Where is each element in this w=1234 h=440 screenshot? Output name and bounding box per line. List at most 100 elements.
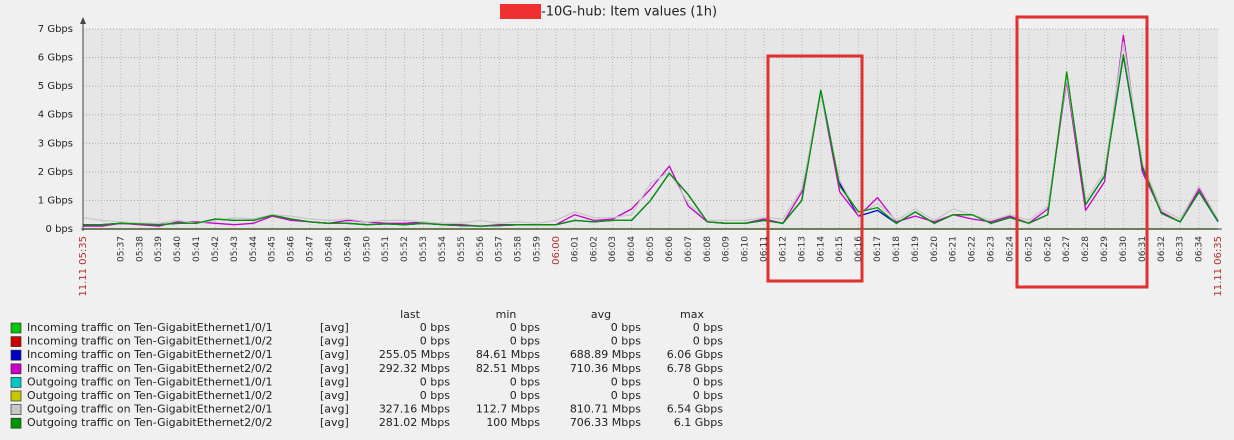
- series-line: [83, 54, 1219, 227]
- legend-stat: 6.54 Gbps: [667, 403, 723, 416]
- x-tick-label: 05:46: [287, 236, 297, 262]
- x-tick-label: 05:53: [419, 236, 429, 262]
- legend-label: Incoming traffic on Ten-GigabitEthernet1…: [27, 335, 273, 348]
- x-tick-label: 06:17: [873, 236, 883, 262]
- legend-stat: 0 bps: [420, 389, 450, 402]
- highlight-box: [1015, 15, 1149, 289]
- x-tick-label: 05:43: [230, 236, 240, 262]
- x-tick-label: 05:39: [154, 236, 164, 262]
- legend-stat: 710.36 Mbps: [570, 362, 641, 375]
- legend-stat: 6.06 Gbps: [667, 348, 723, 361]
- legend-swatch: [10, 417, 22, 429]
- legend-stat: 0 bps: [693, 375, 723, 388]
- x-tick-label: 06:08: [703, 236, 713, 262]
- x-tick-label: 05:52: [400, 236, 410, 262]
- x-tick-label: 05:44: [249, 236, 259, 262]
- x-tick-label: 06:30: [1119, 236, 1129, 262]
- legend-stat: 112.7 Mbps: [476, 403, 540, 416]
- legend-func: [avg]: [320, 335, 349, 348]
- legend-func: [avg]: [320, 362, 349, 375]
- x-tick-label: 05:57: [495, 236, 505, 262]
- legend-label: Outgoing traffic on Ten-GigabitEthernet2…: [27, 416, 273, 429]
- x-tick-label: 06:23: [987, 236, 997, 262]
- legend-stat: 0 bps: [510, 335, 540, 348]
- y-tick-label: 7 Gbps: [38, 24, 73, 35]
- x-tick-label: 05:45: [268, 236, 278, 262]
- legend-func: [avg]: [320, 348, 349, 361]
- x-tick-label: 05:50: [362, 236, 372, 262]
- x-tick-label: 06:33: [1176, 236, 1186, 262]
- x-tick-label: 06:25: [1024, 236, 1034, 262]
- x-tick-label: 06:00: [551, 236, 562, 265]
- x-tick-label: 05:58: [514, 236, 524, 262]
- y-tick-label: 4 Gbps: [38, 110, 73, 121]
- x-tick-label: 05:51: [381, 236, 391, 262]
- x-tick-label: 06:05: [646, 236, 656, 262]
- legend-stat: 0 bps: [693, 321, 723, 334]
- x-tick-label: 05:48: [324, 236, 334, 262]
- legend-stat: 327.16 Mbps: [379, 403, 450, 416]
- x-tick-label: 05:47: [306, 236, 316, 262]
- x-tick-label: 11.11 06:35: [1213, 236, 1224, 297]
- x-tick-label: 06:29: [1100, 236, 1110, 262]
- legend-stat: 0 bps: [510, 389, 540, 402]
- y-tick-label: 0 bps: [46, 224, 73, 235]
- legend-stat: 688.89 Mbps: [570, 348, 641, 361]
- x-tick-label: 06:01: [570, 236, 580, 262]
- x-tick-label: 06:13: [797, 236, 807, 262]
- x-tick-label: 06:06: [665, 236, 675, 262]
- x-tick-label: 06:04: [627, 236, 637, 262]
- legend-header: last: [400, 308, 421, 321]
- x-tick-label: 06:16: [854, 236, 864, 262]
- x-tick-label: 06:09: [722, 236, 732, 262]
- y-tick-label: 1 Gbps: [38, 195, 73, 206]
- x-tick-label: 05:41: [192, 236, 202, 262]
- legend-stat: 6.1 Gbps: [674, 416, 723, 429]
- legend-stat: 810.71 Mbps: [570, 403, 641, 416]
- x-tick-label: 05:42: [211, 236, 221, 262]
- legend-stat: 0 bps: [420, 375, 450, 388]
- legend-stat: 706.33 Mbps: [570, 416, 641, 429]
- grid: [83, 28, 1218, 230]
- legend-label: Outgoing traffic on Ten-GigabitEthernet2…: [27, 403, 273, 416]
- x-tick-label: 06:12: [778, 236, 788, 262]
- legend-stat: 0 bps: [611, 335, 641, 348]
- y-tick-label: 3 Gbps: [38, 138, 73, 149]
- legend-stat: 0 bps: [420, 335, 450, 348]
- legend-swatch: [10, 349, 22, 361]
- redaction: [500, 4, 541, 19]
- x-tick-label: 06:34: [1195, 236, 1205, 262]
- legend: last min avg max Incoming traffic on Ten-Gig…: [10, 308, 723, 429]
- legend-func: [avg]: [320, 321, 349, 334]
- legend-stat: 0 bps: [693, 389, 723, 402]
- legend-stat: 292.32 Mbps: [379, 362, 450, 375]
- legend-swatch: [10, 390, 22, 402]
- x-tick-label: 06:07: [684, 236, 694, 262]
- legend-header: max: [680, 308, 704, 321]
- y-tick-label: 2 Gbps: [38, 167, 73, 178]
- x-tick-label: 06:11: [760, 236, 770, 262]
- legend-func: [avg]: [320, 389, 349, 402]
- x-tick-label: 05:54: [438, 236, 448, 262]
- x-tick-label: 05:59: [533, 236, 543, 262]
- x-tick-label: 06:03: [608, 236, 618, 262]
- x-tick-label: 06:26: [1043, 236, 1053, 262]
- legend-header: min: [496, 308, 517, 321]
- legend-swatch: [10, 363, 22, 375]
- x-tick-label: 06:28: [1081, 236, 1091, 262]
- legend-swatch: [10, 336, 22, 347]
- legend-stat: 0 bps: [510, 375, 540, 388]
- legend-stat: 82.51 Mbps: [476, 362, 540, 375]
- legend-label: Incoming traffic on Ten-GigabitEthernet2…: [27, 348, 273, 361]
- x-tick-label: 05:56: [476, 236, 486, 262]
- x-tick-label: 06:27: [1062, 236, 1072, 262]
- legend-stat: 0 bps: [510, 321, 540, 334]
- x-tick-label: 05:37: [116, 236, 126, 262]
- legend-func: [avg]: [320, 403, 349, 416]
- x-tick-label: 06:22: [968, 236, 978, 262]
- legend-label: Incoming traffic on Ten-GigabitEthernet2…: [27, 362, 273, 375]
- legend-swatch: [10, 404, 22, 415]
- y-tick-label: 6 Gbps: [38, 53, 73, 64]
- x-tick-label: 06:31: [1138, 236, 1148, 262]
